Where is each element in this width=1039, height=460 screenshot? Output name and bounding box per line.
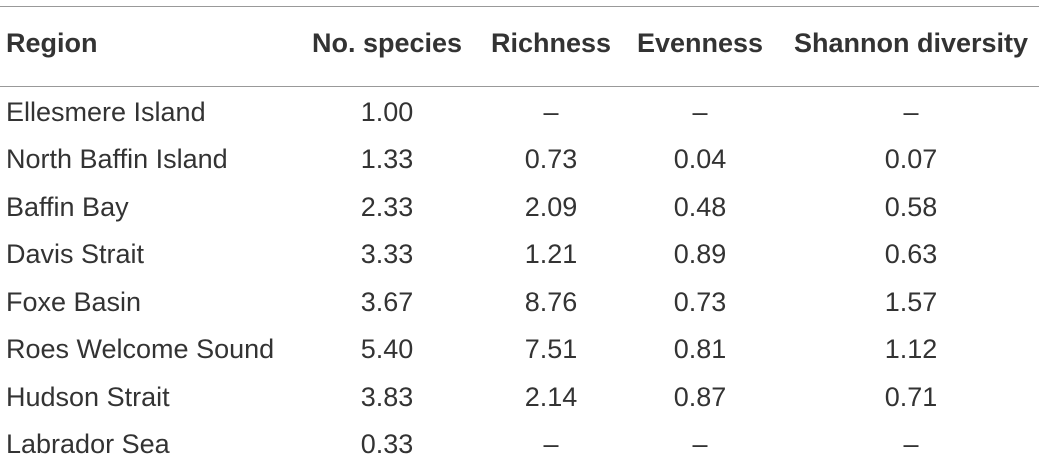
region-cell: North Baffin Island (6, 144, 228, 174)
shannon-diversity-cell: 0.07 (884, 144, 938, 174)
shannon-diversity-cell: 0.71 (884, 382, 938, 412)
region-cell: Ellesmere Island (6, 97, 206, 127)
shannon-diversity-cell: 0.63 (884, 239, 938, 269)
richness-cell: 2.09 (524, 192, 578, 222)
region-cell: Labrador Sea (6, 429, 170, 459)
header-evenness: Evenness (636, 28, 764, 58)
no-species-cell: 1.00 (360, 97, 414, 127)
region-cell: Hudson Strait (6, 382, 170, 412)
region-cell: Baffin Bay (6, 192, 129, 222)
header-shannon-diversity: Shannon diversity (793, 28, 1029, 58)
shannon-diversity-cell: – (903, 97, 919, 127)
richness-cell: 0.73 (524, 144, 578, 174)
header-region: Region (6, 28, 98, 58)
region-cell: Davis Strait (6, 239, 145, 269)
evenness-cell: 0.81 (673, 334, 727, 364)
no-species-cell: 3.83 (360, 382, 414, 412)
evenness-cell: 0.87 (673, 382, 727, 412)
evenness-cell: – (692, 429, 708, 459)
region-cell: Foxe Basin (6, 287, 142, 317)
no-species-cell: 5.40 (360, 334, 414, 364)
table-header-rule (0, 86, 1039, 87)
richness-cell: 2.14 (524, 382, 578, 412)
shannon-diversity-cell: – (903, 429, 919, 459)
evenness-cell: 0.48 (673, 192, 727, 222)
no-species-cell: 0.33 (360, 429, 414, 459)
richness-cell: – (543, 429, 559, 459)
evenness-cell: 0.89 (673, 239, 727, 269)
no-species-cell: 1.33 (360, 144, 414, 174)
table-top-rule (0, 6, 1039, 7)
evenness-cell: 0.73 (673, 287, 727, 317)
richness-cell: – (543, 97, 559, 127)
richness-cell: 8.76 (524, 287, 578, 317)
header-no-species: No. species (311, 28, 463, 58)
richness-cell: 1.21 (524, 239, 578, 269)
no-species-cell: 2.33 (360, 192, 414, 222)
region-cell: Roes Welcome Sound (6, 334, 275, 364)
evenness-cell: – (692, 97, 708, 127)
shannon-diversity-cell: 1.57 (884, 287, 938, 317)
no-species-cell: 3.67 (360, 287, 414, 317)
evenness-cell: 0.04 (673, 144, 727, 174)
shannon-diversity-cell: 1.12 (884, 334, 938, 364)
header-richness: Richness (490, 28, 612, 58)
richness-cell: 7.51 (524, 334, 578, 364)
shannon-diversity-cell: 0.58 (884, 192, 938, 222)
no-species-cell: 3.33 (360, 239, 414, 269)
